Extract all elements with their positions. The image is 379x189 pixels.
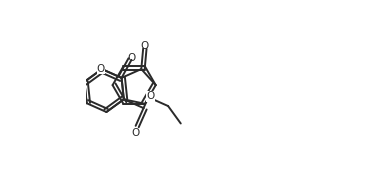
Text: O: O — [132, 128, 140, 138]
Text: O: O — [140, 41, 148, 51]
Text: O: O — [97, 64, 105, 74]
Text: O: O — [146, 91, 154, 101]
Text: O: O — [127, 53, 136, 63]
